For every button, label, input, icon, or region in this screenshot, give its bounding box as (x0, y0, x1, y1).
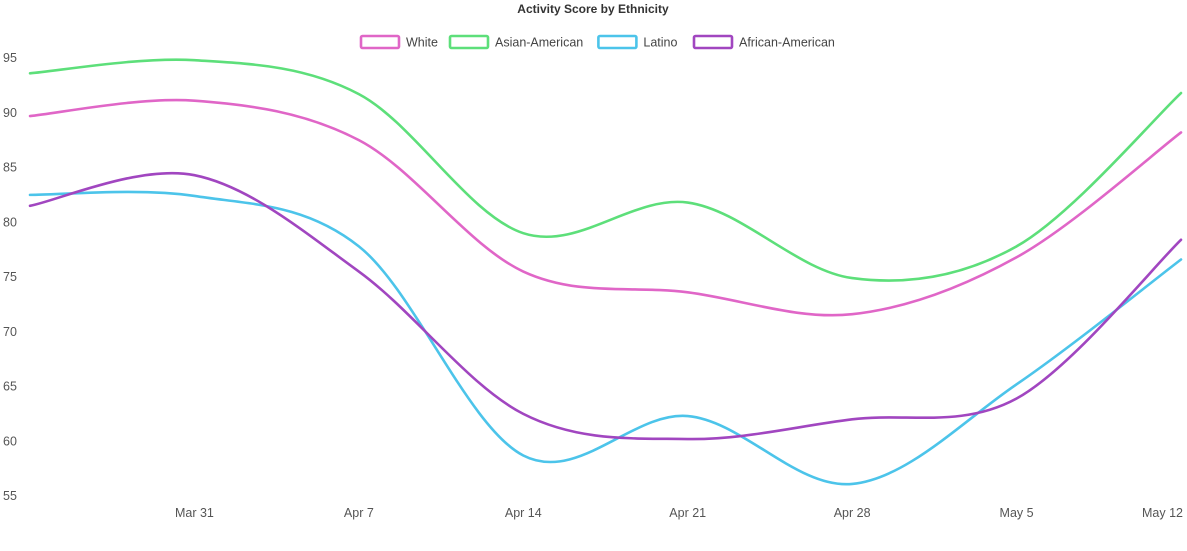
y-tick-label: 55 (3, 489, 17, 503)
x-tick-label: May 5 (1000, 506, 1034, 520)
y-tick-label: 70 (3, 325, 17, 339)
legend-swatch (448, 34, 490, 50)
legend-item-white[interactable]: White (359, 34, 438, 50)
legend-label: African-American (739, 36, 835, 50)
series-lines (28, 58, 1183, 486)
x-tick-label: Apr 28 (834, 506, 871, 520)
y-tick-label: 95 (3, 51, 17, 65)
legend-label: Asian-American (495, 36, 583, 50)
series-line-african-american (28, 171, 1183, 441)
legend-item-latino[interactable]: Latino (597, 34, 678, 50)
x-tick-label: May 12 (1142, 506, 1183, 520)
series-line-asian-american (28, 58, 1183, 282)
legend-swatch (692, 34, 734, 50)
x-tick-label: Apr 14 (505, 506, 542, 520)
y-tick-label: 65 (3, 380, 17, 394)
series-line-white (28, 98, 1183, 317)
legend-swatch (359, 34, 401, 50)
legend: White Asian-American Latino African-America… (359, 34, 835, 50)
series-line-latino (28, 190, 1183, 486)
legend-item-african-american[interactable]: African-American (692, 34, 835, 50)
legend-label: Latino (643, 36, 677, 50)
y-tick-label: 85 (3, 161, 17, 175)
x-tick-label: Apr 7 (344, 506, 374, 520)
y-tick-label: 75 (3, 270, 17, 284)
y-tick-label: 80 (3, 215, 17, 229)
legend-swatch (597, 34, 638, 50)
x-tick-label: Mar 31 (175, 506, 214, 520)
x-axis: Mar 31 Apr 7 Apr 14 Apr 21 Apr 28 May 5 May 12 (175, 506, 1183, 520)
x-tick-label: Apr 21 (669, 506, 706, 520)
chart-title: Activity Score by Ethnicity (517, 2, 669, 16)
y-axis: 55 60 65 70 75 80 85 90 95 (3, 51, 17, 503)
y-tick-label: 90 (3, 106, 17, 120)
legend-label: White (406, 36, 438, 50)
legend-item-asian-american[interactable]: Asian-American (448, 34, 583, 50)
y-tick-label: 60 (3, 434, 17, 448)
